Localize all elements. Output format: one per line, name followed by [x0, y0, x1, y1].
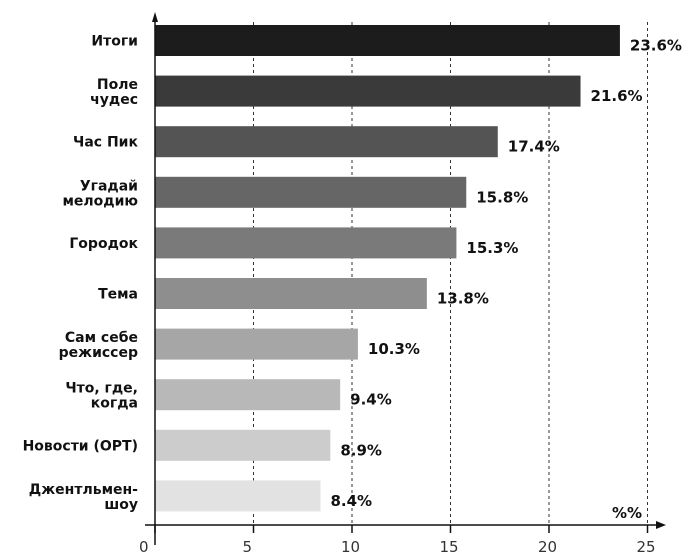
bar [155, 480, 321, 512]
category-label: Сам себе режиссер [59, 330, 138, 361]
category-label: Джентльмен-шоу [29, 482, 138, 513]
value-label: 9.4% [350, 391, 392, 409]
bar [155, 227, 457, 259]
bar [155, 278, 427, 309]
value-label: 8.4% [330, 492, 372, 510]
value-labels: 23.6% 21.6% 17.4% 15.8% 15.3% 13.8% 10.3% 9.4% 8… [330, 37, 681, 510]
value-label: 10.3% [368, 340, 420, 358]
value-label: 15.3% [466, 239, 518, 257]
axes: 0 5 10 15 20 25 [139, 12, 666, 556]
value-label: 17.4% [508, 138, 560, 156]
category-label: Поле чудес [90, 77, 138, 108]
bar [155, 379, 341, 411]
x-tick-label: 0 [139, 538, 149, 556]
bar [155, 429, 331, 461]
x-tick-label: 10 [341, 538, 360, 556]
bar [155, 25, 620, 56]
y-axis-arrow [152, 12, 158, 22]
category-label: Что, где, когда [65, 381, 138, 412]
x-tick-label: 20 [538, 538, 557, 556]
value-label: 23.6% [630, 37, 682, 55]
bar [155, 75, 581, 107]
x-tick-label: 25 [637, 538, 656, 556]
category-label: Итоги [91, 34, 138, 50]
unit-label: %% [612, 504, 642, 522]
bars [155, 25, 620, 512]
value-label: 21.6% [591, 87, 643, 105]
category-labels: Итоги Поле чудес Час Пик Угадай мелодию Городо… [23, 34, 139, 513]
x-tick-label: 5 [243, 538, 253, 556]
value-label: 13.8% [437, 290, 489, 308]
value-label: 15.8% [476, 188, 528, 206]
category-label: Угадай мелодию [62, 178, 138, 209]
value-label: 8.9% [340, 441, 382, 459]
x-axis-arrow [656, 521, 666, 529]
category-label: Тема [98, 287, 138, 303]
bar [155, 328, 358, 360]
x-tick-label: 15 [440, 538, 459, 556]
bar [155, 126, 498, 158]
category-label: Час Пик [73, 135, 138, 151]
category-label: Городок [69, 236, 138, 252]
category-label: Новости (ОРТ) [23, 438, 138, 454]
bar [155, 176, 467, 208]
